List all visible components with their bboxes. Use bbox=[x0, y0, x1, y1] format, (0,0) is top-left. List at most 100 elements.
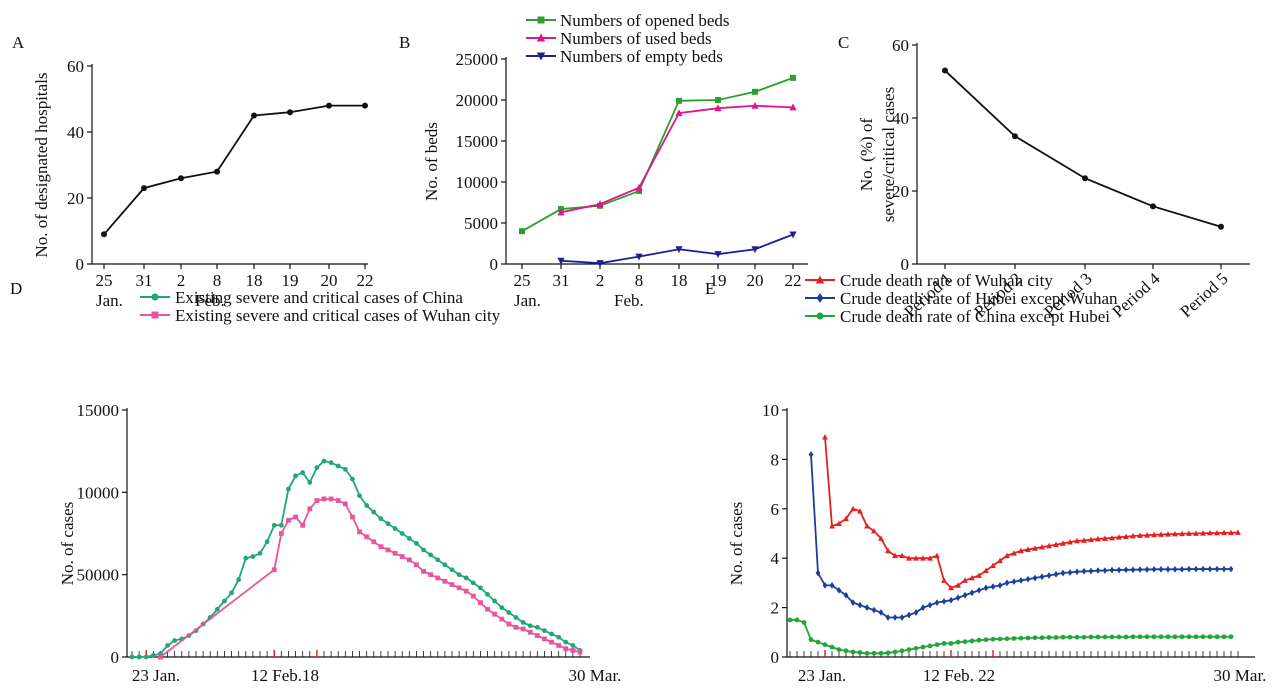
data-point bbox=[1004, 579, 1010, 587]
y-tick-label: 25000 bbox=[456, 50, 499, 69]
legend-marker bbox=[536, 33, 546, 42]
data-point bbox=[1116, 534, 1122, 540]
data-point bbox=[1221, 565, 1227, 573]
data-point bbox=[1207, 565, 1213, 573]
x-tick-label: 23 Jan. bbox=[798, 666, 846, 685]
data-point bbox=[222, 598, 227, 604]
data-point bbox=[1137, 634, 1143, 640]
data-point bbox=[635, 183, 643, 191]
legend-marker bbox=[815, 275, 825, 284]
data-point bbox=[414, 540, 419, 546]
data-point bbox=[449, 582, 455, 587]
data-point bbox=[955, 582, 961, 588]
data-point bbox=[527, 623, 533, 629]
data-point bbox=[927, 643, 933, 649]
data-point bbox=[715, 97, 721, 103]
data-point bbox=[635, 253, 643, 261]
data-point bbox=[1025, 575, 1031, 583]
x-tick-label: 23 Jan. bbox=[132, 666, 180, 685]
data-point bbox=[286, 517, 291, 523]
data-point bbox=[470, 580, 476, 586]
data-point bbox=[1186, 634, 1192, 640]
y-tick-label: 6 bbox=[771, 500, 780, 519]
data-point bbox=[470, 593, 476, 599]
data-point bbox=[563, 639, 569, 645]
data-point bbox=[1228, 565, 1234, 573]
x-tick-label: 25 bbox=[96, 271, 113, 290]
data-point bbox=[836, 647, 842, 652]
data-point bbox=[942, 67, 948, 74]
data-point bbox=[1081, 567, 1087, 575]
data-point bbox=[899, 552, 905, 559]
data-point bbox=[906, 647, 912, 652]
data-point bbox=[556, 634, 562, 640]
data-point bbox=[1193, 634, 1199, 640]
data-point bbox=[1102, 535, 1108, 541]
data-point bbox=[829, 644, 835, 650]
data-point bbox=[1200, 565, 1206, 573]
data-point bbox=[1123, 533, 1129, 540]
series-2 bbox=[557, 231, 797, 268]
data-point bbox=[1082, 175, 1088, 182]
data-point bbox=[513, 615, 519, 620]
data-point bbox=[442, 562, 448, 568]
y-axis-label: No. of cases bbox=[727, 502, 746, 586]
data-point bbox=[899, 648, 905, 654]
data-point bbox=[1186, 565, 1192, 573]
month-label: Jan. bbox=[514, 291, 541, 310]
data-point bbox=[527, 629, 533, 635]
data-point bbox=[836, 520, 842, 527]
data-point bbox=[293, 514, 298, 520]
data-point bbox=[1046, 635, 1052, 640]
data-point bbox=[1053, 570, 1059, 578]
data-point bbox=[789, 103, 797, 111]
data-point bbox=[492, 598, 498, 604]
data-point bbox=[1011, 636, 1017, 641]
data-point bbox=[1116, 566, 1122, 574]
data-point bbox=[1102, 567, 1108, 574]
y-axis-label: No. of cases bbox=[58, 502, 77, 586]
data-point bbox=[1004, 636, 1010, 642]
data-point bbox=[1074, 568, 1080, 576]
data-point bbox=[428, 552, 434, 558]
data-point bbox=[794, 617, 800, 623]
data-point bbox=[264, 539, 270, 545]
data-point bbox=[421, 568, 426, 574]
legend-marker bbox=[816, 312, 824, 320]
y-tick-label: 10 bbox=[762, 401, 779, 420]
data-point bbox=[1060, 634, 1066, 640]
data-point bbox=[969, 589, 975, 597]
data-point bbox=[456, 572, 462, 578]
data-point bbox=[364, 503, 370, 508]
data-point bbox=[596, 200, 604, 208]
data-point bbox=[278, 522, 284, 528]
data-point bbox=[520, 626, 526, 632]
legend-entry: Existing severe and critical cases of Wu… bbox=[140, 306, 501, 325]
x-tick-label: 31 bbox=[553, 271, 570, 290]
data-point bbox=[1221, 634, 1227, 640]
data-point bbox=[141, 185, 147, 192]
data-point bbox=[1130, 566, 1136, 574]
data-point bbox=[1060, 540, 1066, 546]
data-point bbox=[1165, 634, 1171, 640]
y-tick-label: 5000 bbox=[464, 214, 498, 233]
y-tick-label: 50000 bbox=[77, 566, 120, 585]
y-tick-label: 10000 bbox=[456, 173, 499, 192]
series-0 bbox=[942, 67, 1224, 230]
data-point bbox=[1130, 532, 1136, 539]
y-tick-label: 0 bbox=[76, 255, 85, 274]
data-point bbox=[1218, 223, 1224, 230]
data-point bbox=[371, 509, 377, 515]
data-point bbox=[335, 498, 341, 503]
data-point bbox=[449, 567, 455, 573]
data-point bbox=[941, 641, 947, 646]
data-point bbox=[969, 574, 975, 581]
data-point bbox=[1011, 578, 1017, 586]
data-point bbox=[1235, 529, 1241, 535]
data-point bbox=[1116, 634, 1122, 640]
data-point bbox=[941, 577, 947, 583]
data-point bbox=[1109, 534, 1115, 541]
data-point bbox=[843, 591, 849, 599]
data-point bbox=[406, 557, 412, 563]
data-point bbox=[399, 531, 405, 536]
